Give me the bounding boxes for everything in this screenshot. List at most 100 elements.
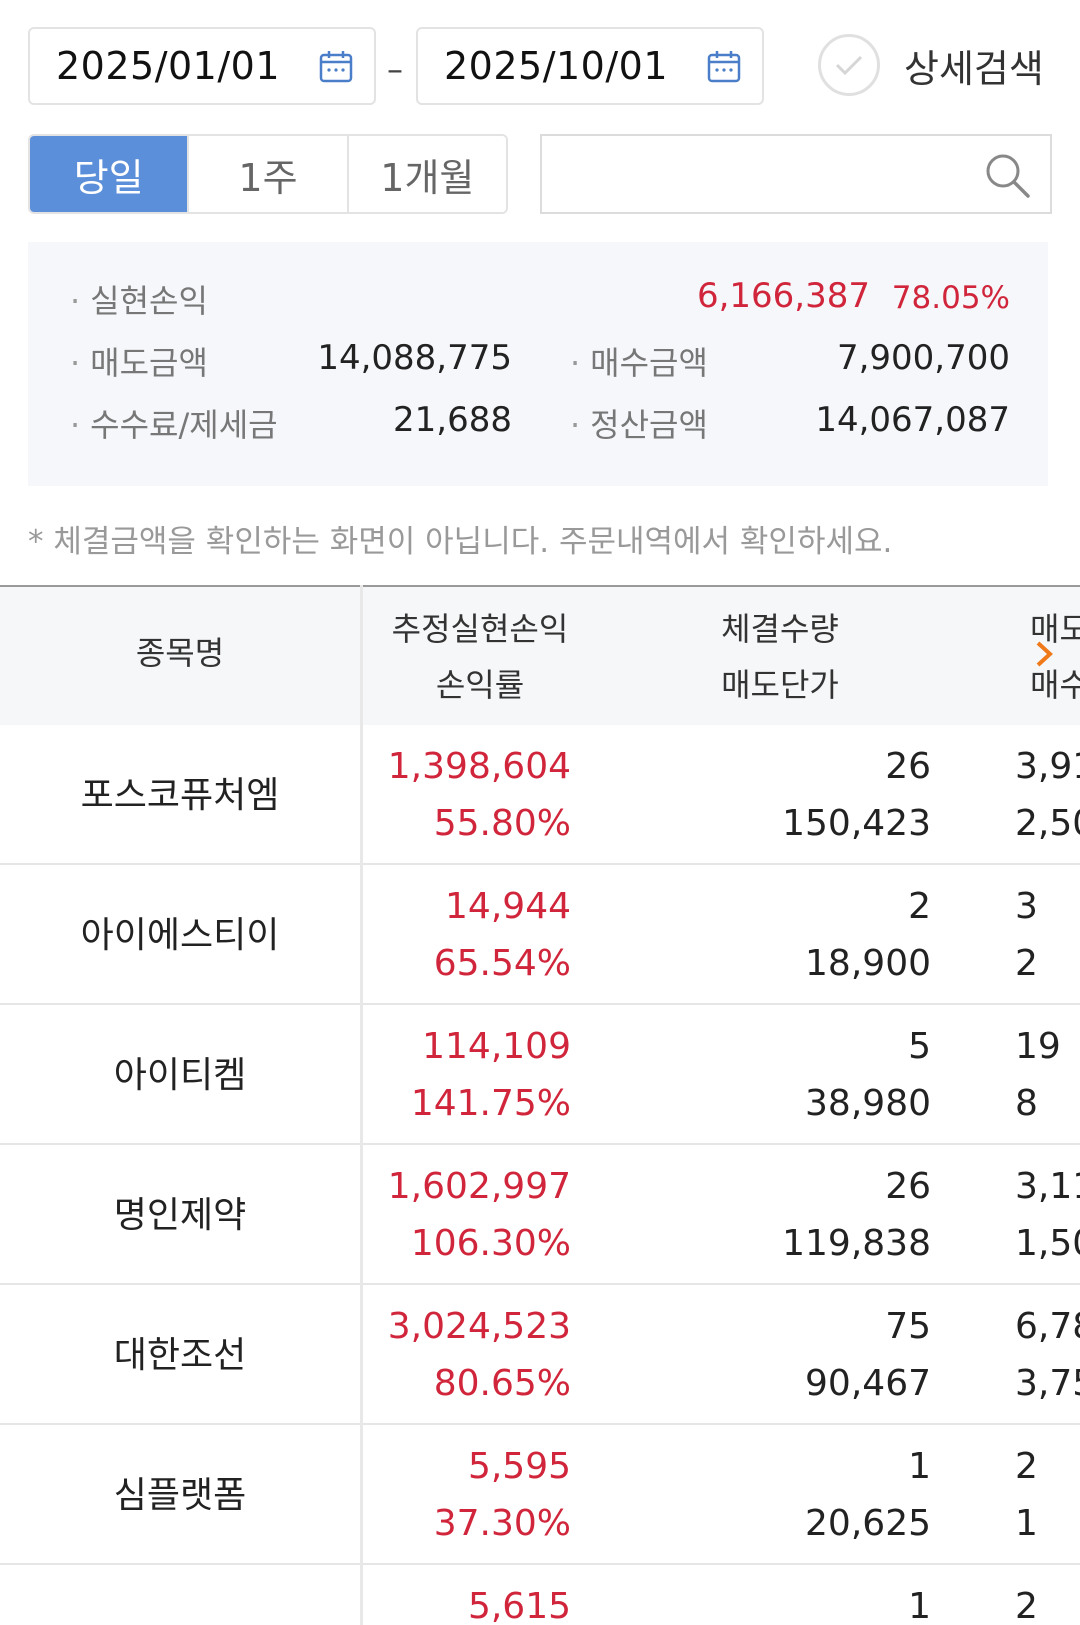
realized-pl-value: 6,166,387: [696, 276, 870, 316]
estimated-pl-cell-line1: 114,109: [422, 1026, 571, 1067]
qty-price-cell: 26 150,423: [782, 738, 931, 852]
estimated-pl-cell: 114,109 141.75%: [411, 1018, 571, 1132]
tab-1-week[interactable]: 1주: [189, 136, 349, 212]
sell-amount-value: 14,088,775: [317, 338, 512, 378]
search-input[interactable]: [540, 134, 1052, 214]
end-date-field[interactable]: 2025/10/01: [416, 27, 764, 105]
qty-price-cell-line2: 150,423: [782, 803, 931, 844]
estimated-pl-cell-line1: 3,024,523: [387, 1306, 571, 1347]
period-tabs: 당일 1주 1개월: [28, 134, 508, 214]
fee-tax-value: 21,688: [393, 400, 512, 440]
qty-price-cell: 1 20,625: [805, 1438, 931, 1552]
amount-cell-line1: 3,91: [1015, 746, 1080, 787]
table-row[interactable]: 아이에스티이 14,944 65.54% 2 18,900 3 2: [0, 865, 1080, 1005]
estimated-pl-cell-line1: 5,595: [467, 1446, 571, 1487]
check-icon[interactable]: [818, 34, 880, 96]
amount-cell: 3,91 2,50: [1015, 738, 1080, 852]
estimated-pl-cell-line2: 55.80%: [433, 803, 571, 844]
summary-panel: 실현손익 6,166,387 78.05% 매도금액 14,088,775 매수…: [28, 242, 1048, 486]
header-pl-rate: 손익률: [435, 666, 525, 704]
qty-price-cell-line2: 119,838: [782, 1223, 931, 1264]
header-buy-amount: 매수: [1030, 666, 1080, 704]
amount-cell-line1: 2: [1015, 1446, 1038, 1487]
qty-price-cell-line2: 38,980: [805, 1083, 931, 1124]
fee-tax-label: 수수료/제세금: [70, 400, 277, 446]
notice-text: * 체결금액을 확인하는 화면이 아닙니다. 주문내역에서 확인하세요.: [28, 524, 893, 560]
stock-name: 심플랫폼: [113, 1475, 247, 1516]
realized-pl-label: 실현손익: [70, 276, 208, 322]
tab-today[interactable]: 당일: [30, 136, 190, 212]
amount-cell: 19 8: [1015, 1018, 1061, 1132]
qty-price-cell: 2 18,900: [805, 878, 931, 992]
start-date-field[interactable]: 2025/01/01: [28, 27, 376, 105]
table-row[interactable]: 명인제약 1,602,997 106.30% 26 119,838 3,11 1,50: [0, 1145, 1080, 1285]
stock-name: 대한조선: [113, 1335, 247, 1376]
header-estimated-pl: 추정실현손익: [391, 610, 569, 648]
qty-price-cell-line1: 1: [908, 1446, 931, 1487]
calendar-icon[interactable]: [706, 49, 742, 85]
table-row[interactable]: 심플랫폼 5,595 37.30% 1 20,625 2 1: [0, 1425, 1080, 1565]
estimated-pl-cell-line1: 14,944: [445, 886, 571, 927]
header-stock-name: 종목명: [135, 634, 225, 672]
table-row[interactable]: 5,615 1 2: [0, 1565, 1080, 1625]
qty-price-cell-line1: 5: [908, 1026, 931, 1067]
amount-cell-line2: 8: [1015, 1083, 1038, 1124]
qty-price-cell-line2: 20,625: [805, 1503, 931, 1544]
qty-price-cell: 75 90,467: [805, 1298, 931, 1412]
qty-price-cell-line1: 75: [885, 1306, 931, 1347]
stock-name: 아이에스티이: [80, 915, 280, 956]
start-date-value: 2025/01/01: [56, 44, 281, 88]
estimated-pl-cell-line2: 106.30%: [410, 1223, 571, 1264]
column-divider: [360, 585, 363, 1625]
buy-amount-value: 7,900,700: [836, 338, 1010, 378]
amount-cell-line1: 6,78: [1015, 1306, 1080, 1347]
amount-cell: 6,78 3,75: [1015, 1298, 1080, 1412]
estimated-pl-cell-line1: 1,602,997: [387, 1166, 571, 1207]
estimated-pl-cell: 3,024,523 80.65%: [388, 1298, 571, 1412]
qty-price-cell-line2: 90,467: [805, 1363, 931, 1404]
table-row[interactable]: 포스코퓨처엠 1,398,604 55.80% 26 150,423 3,91 2,50: [0, 725, 1080, 865]
amount-cell-line2: 1,50: [1015, 1223, 1080, 1264]
estimated-pl-cell-line1: 1,398,604: [387, 746, 571, 787]
realized-pl-rate: 78.05%: [891, 280, 1010, 316]
qty-price-cell: 1: [908, 1578, 931, 1625]
table-row[interactable]: 대한조선 3,024,523 80.65% 75 90,467 6,78 3,75: [0, 1285, 1080, 1425]
settlement-value: 14,067,087: [815, 400, 1010, 440]
amount-cell-line1: 3,11: [1015, 1166, 1080, 1207]
amount-cell-line2: 3,75: [1015, 1363, 1080, 1404]
estimated-pl-cell-line2: 37.30%: [433, 1503, 571, 1544]
header-exec-qty: 체결수량: [721, 610, 839, 648]
scroll-right-arrow-icon[interactable]: [1034, 639, 1056, 669]
estimated-pl-cell: 14,944 65.54%: [434, 878, 571, 992]
end-date-value: 2025/10/01: [444, 44, 669, 88]
qty-price-cell: 5 38,980: [805, 1018, 931, 1132]
table-body: 포스코퓨처엠 1,398,604 55.80% 26 150,423 3,91 2,50 아이…: [0, 725, 1080, 1625]
qty-price-cell: 26 119,838: [782, 1158, 931, 1272]
sell-amount-label: 매도금액: [70, 338, 208, 384]
settlement-label: 정산금액: [570, 400, 708, 446]
detail-search-toggle[interactable]: 상세검색: [818, 34, 1044, 96]
calendar-icon[interactable]: [318, 49, 354, 85]
stock-name: 명인제약: [113, 1195, 247, 1236]
amount-cell-line2: 2,50: [1015, 803, 1080, 844]
detail-search-label: 상세검색: [904, 46, 1044, 91]
estimated-pl-cell-line2: 65.54%: [433, 943, 571, 984]
estimated-pl-cell-line1: 5,615: [467, 1586, 571, 1625]
estimated-pl-cell: 1,602,997 106.30%: [388, 1158, 571, 1272]
amount-cell-line1: 19: [1015, 1026, 1061, 1067]
tab-1-month[interactable]: 1개월: [348, 136, 506, 212]
amount-cell-line1: 3: [1015, 886, 1038, 927]
estimated-pl-cell-line2: 80.65%: [433, 1363, 571, 1404]
buy-amount-label: 매수금액: [570, 338, 708, 384]
search-icon[interactable]: [982, 150, 1032, 200]
qty-price-cell-line2: 18,900: [805, 943, 931, 984]
header-sell-price: 매도단가: [721, 666, 839, 704]
amount-cell: 2: [1015, 1578, 1038, 1625]
estimated-pl-cell: 5,615: [468, 1578, 571, 1625]
qty-price-cell-line1: 26: [885, 1166, 931, 1207]
amount-cell-line1: 2: [1015, 1586, 1038, 1625]
realized-pl-table: 종목명 추정실현손익 손익률 체결수량 매도단가 매도 매수 포스코퓨처엠 1,3…: [0, 585, 1080, 1625]
table-row[interactable]: 아이티켐 114,109 141.75% 5 38,980 19 8: [0, 1005, 1080, 1145]
